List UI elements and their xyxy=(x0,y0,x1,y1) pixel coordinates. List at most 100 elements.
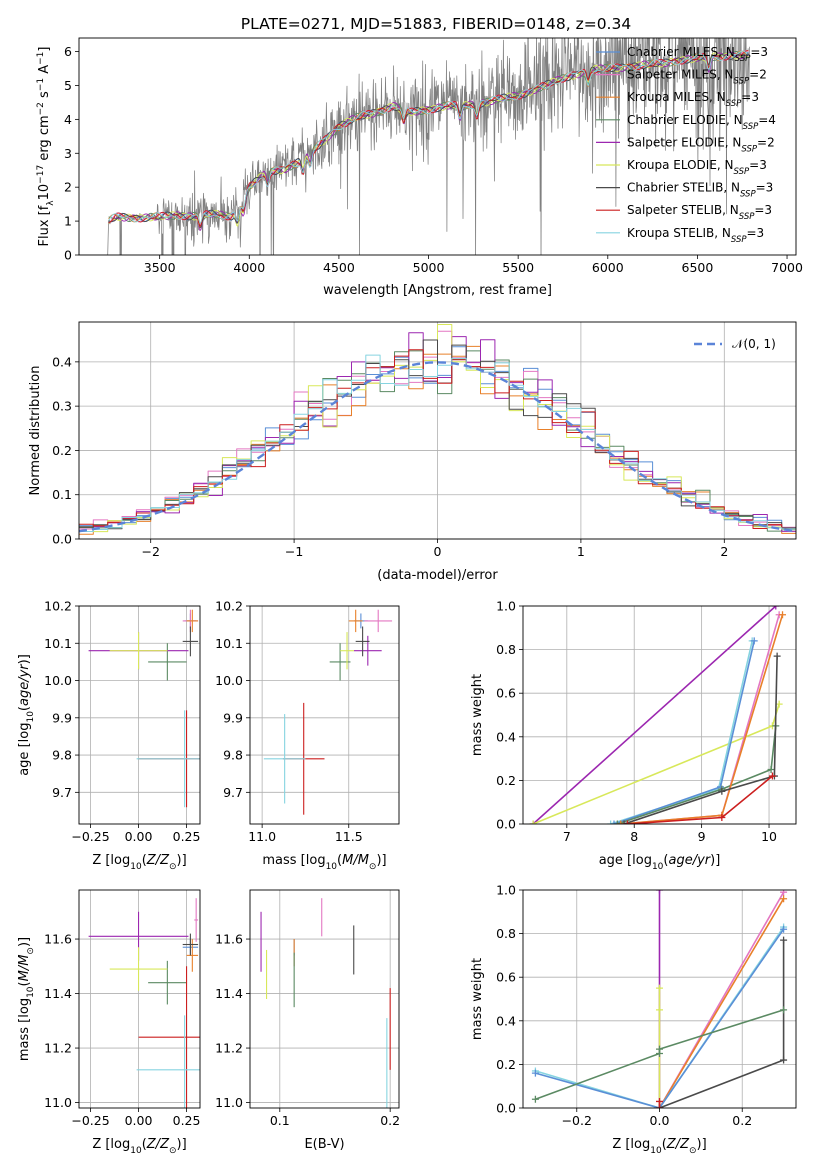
y-tick-label: 0.8 xyxy=(496,642,516,657)
grid-mass_vs_ebv xyxy=(250,890,399,1108)
weight-marker-3 xyxy=(767,766,775,773)
x-axis-label: Z [log10(Z/Z⊙)] xyxy=(92,1137,186,1156)
plot-area-residuals xyxy=(79,324,796,537)
figure-title: PLATE=0271, MJD=51883, FIBERID=0148, z=0… xyxy=(241,15,631,33)
weight-marker-0 xyxy=(750,637,758,645)
weight-marker-7 xyxy=(656,1097,663,1105)
y-tick-label: 2 xyxy=(64,180,72,195)
x-tick-label: 0.00 xyxy=(125,829,153,844)
x-tick-label: 0.0 xyxy=(650,1113,670,1128)
y-axis-label: mass weight xyxy=(470,958,485,1040)
y-tick-label: 10.0 xyxy=(44,673,72,688)
y-axis-label: mass weight xyxy=(470,674,485,756)
legend-entry-5: Kroupa ELODIE, NSSP=3 xyxy=(627,158,767,177)
x-tick-label: 1 xyxy=(577,544,585,559)
weight-marker-2 xyxy=(780,895,788,903)
x-tick-label: 2 xyxy=(720,544,728,559)
y-tick-label: 10.2 xyxy=(215,599,243,614)
panel-mass_vs_Z: −0.25 0.00 0.25 11.0 11.2 11.4 11.6 Z [log10(Z/… xyxy=(17,889,201,1156)
weight-marker-4 xyxy=(656,890,663,894)
y-tick-label: 11.4 xyxy=(44,986,72,1001)
grid-weight_vs_age xyxy=(523,605,796,825)
y-tick-label: 1 xyxy=(64,214,72,229)
panel-weight_vs_age: 7 8 9 10 0.0 0.2 0.4 0.6 0.8 1.0 age [log10(age/yr… xyxy=(470,599,797,872)
y-tick-label: 0.2 xyxy=(496,1057,516,1072)
y-tick-label: 9.7 xyxy=(52,785,72,800)
y-tick-label: 11.0 xyxy=(215,1095,243,1110)
y-tick-label: 3 xyxy=(64,146,72,161)
weight-marker-7 xyxy=(718,813,726,821)
plot-area-spectrum xyxy=(79,38,750,255)
weight-marker-5 xyxy=(656,1006,663,1014)
y-tick-label: 10.1 xyxy=(215,636,243,651)
model-spectrum-5 xyxy=(108,52,749,229)
y-axis-label: age [log10(age/yr)] xyxy=(17,654,36,776)
y-tick-label: 9.8 xyxy=(223,748,243,763)
y-tick-label: 11.0 xyxy=(44,1095,72,1110)
legend-entry-6: Chabrier STELIB, NSSP=3 xyxy=(627,181,773,200)
weight-line-5 xyxy=(532,703,780,824)
y-tick-label: 9.9 xyxy=(52,710,72,725)
x-axis-label: wavelength [Angstrom, rest frame] xyxy=(323,283,552,298)
y-tick-label: 0.2 xyxy=(496,773,516,788)
y-tick-label: 0.6 xyxy=(496,970,516,985)
axes-frame xyxy=(78,37,797,256)
plot-area-weight_vs_age xyxy=(529,606,787,824)
y-tick-label: 9.8 xyxy=(52,748,72,763)
axes-frame xyxy=(78,889,201,1109)
weight-marker-6 xyxy=(718,787,726,795)
normal-reference-curve xyxy=(79,361,794,533)
legend-entry-7: Salpeter STELIB, NSSP=3 xyxy=(627,203,772,222)
plot-area-mass_vs_Z xyxy=(88,898,200,1108)
x-tick-label: 11.5 xyxy=(335,829,363,844)
x-tick-label: 5000 xyxy=(413,260,445,275)
legend-entry-0: Chabrier MILES, NSSP=3 xyxy=(627,45,768,64)
y-tick-label: 0.4 xyxy=(496,729,516,744)
y-axis-label-text: Flux [fλ10−17 erg cm−2 s−1 A−1] xyxy=(36,47,56,247)
y-tick-label: 9.9 xyxy=(223,710,243,725)
x-tick-label: −0.25 xyxy=(71,1113,109,1128)
y-tick-label: 1.0 xyxy=(496,599,516,614)
grid-mass_vs_Z xyxy=(79,890,200,1108)
weight-marker-2 xyxy=(617,820,625,824)
weight-marker-3 xyxy=(531,1095,539,1103)
y-tick-label: 0 xyxy=(64,248,72,263)
weight-marker-4 xyxy=(772,606,780,610)
plot-area-weight_vs_Z xyxy=(531,890,788,1108)
legend-entry-8: Kroupa STELIB, NSSP=3 xyxy=(627,226,764,245)
weight-marker-7 xyxy=(768,772,776,780)
x-tick-label: −2 xyxy=(141,544,159,559)
legend: Chabrier MILES, NSSP=3 Salpeter MILES, NS… xyxy=(596,45,776,245)
weight-marker-3 xyxy=(780,1006,788,1014)
model-spectrum-8 xyxy=(108,50,749,224)
weight-line-6 xyxy=(659,940,785,1108)
y-tick-label: 11.6 xyxy=(215,932,243,947)
y-tick-label: 10.0 xyxy=(215,673,243,688)
residual-histogram-6 xyxy=(79,339,796,534)
plot-area-mass_vs_ebv xyxy=(260,898,391,1108)
y-axis-label: Normed distribution xyxy=(28,366,43,496)
x-tick-label: −0.25 xyxy=(71,829,109,844)
weight-marker-3 xyxy=(613,820,621,824)
x-tick-label: 7 xyxy=(563,829,571,844)
weight-line-4 xyxy=(532,606,777,824)
legend-entry-4: Salpeter ELODIE, NSSP=2 xyxy=(627,135,775,154)
y-tick-label: 4 xyxy=(64,112,72,127)
weight-marker-5 xyxy=(656,984,663,992)
weight-marker-3 xyxy=(656,1045,663,1053)
legend-entry-normal: 𝒩(0, 1) xyxy=(732,337,776,351)
weight-line-2 xyxy=(658,898,785,1108)
y-tick-label: 0.4 xyxy=(496,1013,516,1028)
x-tick-label: 10 xyxy=(761,829,777,844)
x-axis-label: age [log10(age/yr)] xyxy=(599,853,721,872)
panel-residuals: −2 −1 0 1 2 0.0 0.1 0.2 0.3 0.4 (data-model)/error… xyxy=(28,321,797,583)
panel-age_vs_mass: 11.0 11.5 9.7 9.8 9.9 10.0 10.1 10.2 mass [log10… xyxy=(215,599,400,872)
x-axis-label: (data-model)/error xyxy=(377,568,498,583)
x-axis-label: mass [log10(M/M⊙)] xyxy=(262,853,386,872)
weight-marker-8 xyxy=(607,820,615,824)
x-tick-label: 6500 xyxy=(682,260,714,275)
axes-frame xyxy=(249,889,400,1109)
y-tick-label: 0.1 xyxy=(52,487,72,502)
panel-age_vs_Z: −0.25 0.00 0.25 9.7 9.8 9.9 10.0 10.1 10.2 Z [log… xyxy=(17,599,200,873)
